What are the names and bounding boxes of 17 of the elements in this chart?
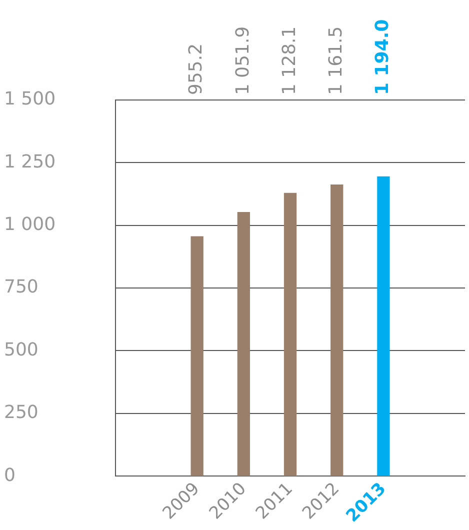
bar (237, 212, 250, 476)
y-tick-label: 750 (4, 276, 38, 298)
data-label: 1 051.9 (232, 26, 254, 95)
bar (330, 184, 344, 476)
y-tick-label: 500 (4, 339, 38, 360)
bar (190, 236, 204, 476)
data-label: 1 161.5 (326, 26, 347, 95)
y-tick-label: 1 250 (4, 151, 56, 172)
bar (377, 176, 390, 476)
data-label: 1 128.1 (278, 26, 300, 95)
y-tick-label: 1 500 (4, 88, 56, 110)
data-label: 1 194.0 (372, 19, 394, 95)
bar (284, 192, 297, 476)
y-tick-label: 250 (4, 402, 38, 424)
y-tick-label: 1 000 (4, 214, 56, 236)
y-tick-label: 0 (4, 464, 16, 486)
data-label: 955.2 (186, 43, 207, 95)
